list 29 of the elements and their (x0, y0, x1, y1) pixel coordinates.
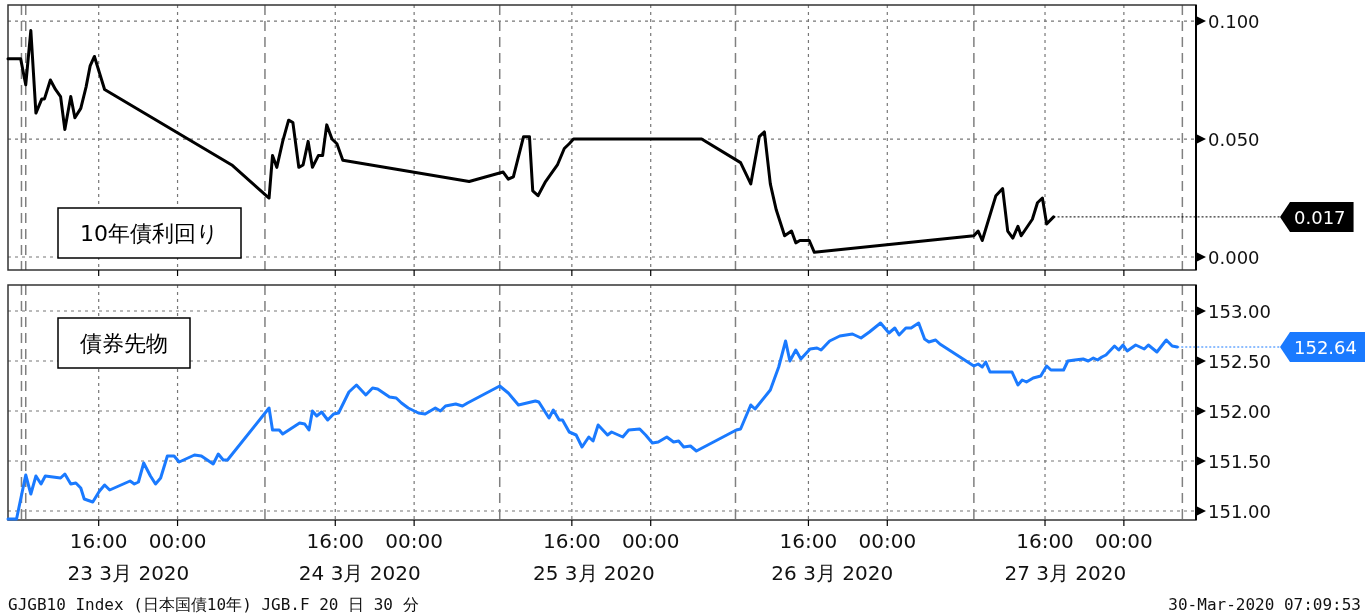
x-tick-label: 00:00 (1095, 529, 1153, 553)
x2-tick-label: 26 3月 2020 (771, 561, 894, 585)
x-tick-label: 00:00 (621, 529, 680, 553)
annotation: 0.017 (1294, 206, 1346, 228)
x-tick-label: 00:00 (385, 529, 443, 553)
y-tick-label: 152.00 (1208, 401, 1271, 422)
y-tick-label: 152.50 (1208, 351, 1271, 372)
annotation: 152.64 (1294, 337, 1357, 358)
x-tick-label: 16:00 (69, 529, 128, 553)
text: 30-Mar-2020 07:09:53 (1168, 595, 1361, 614)
y-tick-label: 0.050 (1208, 129, 1260, 151)
text: 10年債利回り (80, 221, 219, 246)
y-tick-label: 151.00 (1208, 501, 1271, 522)
x2-tick-label: 25 3月 2020 (532, 561, 655, 585)
x2-tick-label: 27 3月 2020 (1004, 561, 1127, 585)
y-tick-label: 0.000 (1208, 247, 1260, 269)
text: GJGB10 Index (日本国債10年) JGB.F 20 日 30 分 (8, 595, 419, 614)
x-tick-label: 16:00 (543, 529, 601, 553)
x-tick-label: 16:00 (1016, 529, 1074, 553)
x-tick-label: 00:00 (148, 529, 207, 553)
x2-tick-label: 23 3月 2020 (67, 561, 190, 585)
y-tick-label: 151.50 (1208, 451, 1271, 472)
x-tick-label: 16:00 (779, 529, 838, 553)
y-tick-label: 0.100 (1208, 11, 1260, 33)
text: 債券先物 (80, 331, 168, 356)
x-tick-label: 00:00 (858, 529, 917, 553)
x2-tick-label: 24 3月 2020 (298, 561, 421, 585)
x-tick-label: 16:00 (306, 529, 365, 553)
y-tick-label: 153.00 (1208, 301, 1271, 322)
